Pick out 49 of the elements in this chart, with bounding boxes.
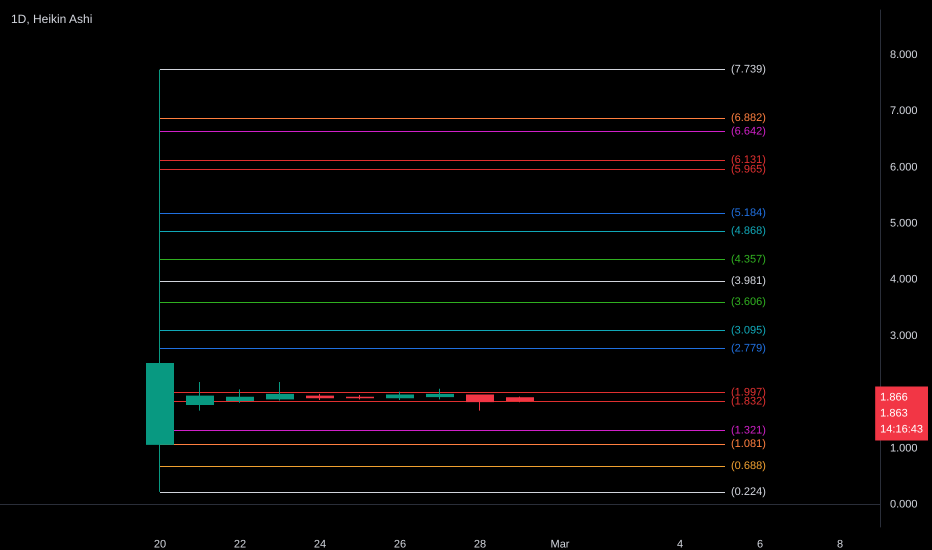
- ref-line-label: (2.779): [731, 342, 766, 354]
- text: 14:16:43: [880, 424, 924, 436]
- ref-line-label: (6.882): [731, 112, 766, 124]
- x-tick-label: 20: [154, 538, 166, 550]
- ref-line-label: (6.642): [731, 125, 766, 138]
- candlestick: [346, 394, 374, 400]
- candlestick: [426, 388, 454, 400]
- ref-line-label: (6.131): [731, 154, 766, 166]
- ref-line-label: (5.184): [731, 207, 766, 220]
- y-tick-label: 5.000: [890, 218, 918, 230]
- ref-line-label: (1.321): [731, 424, 766, 436]
- candlestick: [386, 391, 414, 400]
- y-tick-label: 7.000: [890, 105, 918, 118]
- ref-line-label: (1.832): [731, 396, 766, 408]
- candlestick: [466, 394, 494, 412]
- ref-line-label: (4.868): [731, 224, 766, 237]
- ref-line-label: (7.739): [731, 64, 766, 76]
- x-tick-label: 22: [234, 538, 246, 550]
- y-tick-label: 3.000: [890, 330, 918, 342]
- y-tick-label: 6.000: [890, 161, 918, 174]
- candlestick: [146, 69, 174, 492]
- candlestick: [506, 396, 534, 403]
- x-tick-label: 26: [394, 538, 406, 550]
- ref-line-label: (4.357): [731, 254, 766, 266]
- x-tick-label: 6: [756, 538, 764, 550]
- x-tick-label: 4: [676, 538, 684, 550]
- x-tick-label: 8: [836, 538, 844, 550]
- candlestick: [226, 388, 254, 404]
- x-tick-label: 28: [474, 538, 486, 550]
- ref-line-label: (1.997): [731, 386, 766, 398]
- text: 1.866: [880, 392, 908, 404]
- chart-title: 1D, Heikin Ashi: [11, 12, 92, 26]
- ref-line-label: (0.688): [731, 460, 766, 472]
- candlestick: [266, 382, 294, 402]
- ref-line-label: (3.981): [731, 274, 766, 287]
- y-tick-label: 4.000: [890, 274, 918, 286]
- y-tick-label: 8.000: [890, 48, 918, 61]
- candlestick: [186, 382, 214, 412]
- ref-line-label: (3.095): [731, 324, 766, 337]
- ref-line-label: (3.606): [731, 296, 766, 308]
- x-tick-label: Mar: [550, 538, 570, 550]
- ref-line-label: (1.081): [731, 438, 766, 450]
- ref-line-label: (5.965): [731, 163, 766, 176]
- y-tick-label: 1.000: [890, 442, 918, 454]
- y-tick-label: 0.000: [890, 498, 918, 511]
- text: 1.863: [880, 408, 908, 420]
- ref-line-label: (0.224): [731, 486, 766, 498]
- candlestick: [306, 393, 334, 400]
- x-tick-label: 24: [314, 538, 326, 550]
